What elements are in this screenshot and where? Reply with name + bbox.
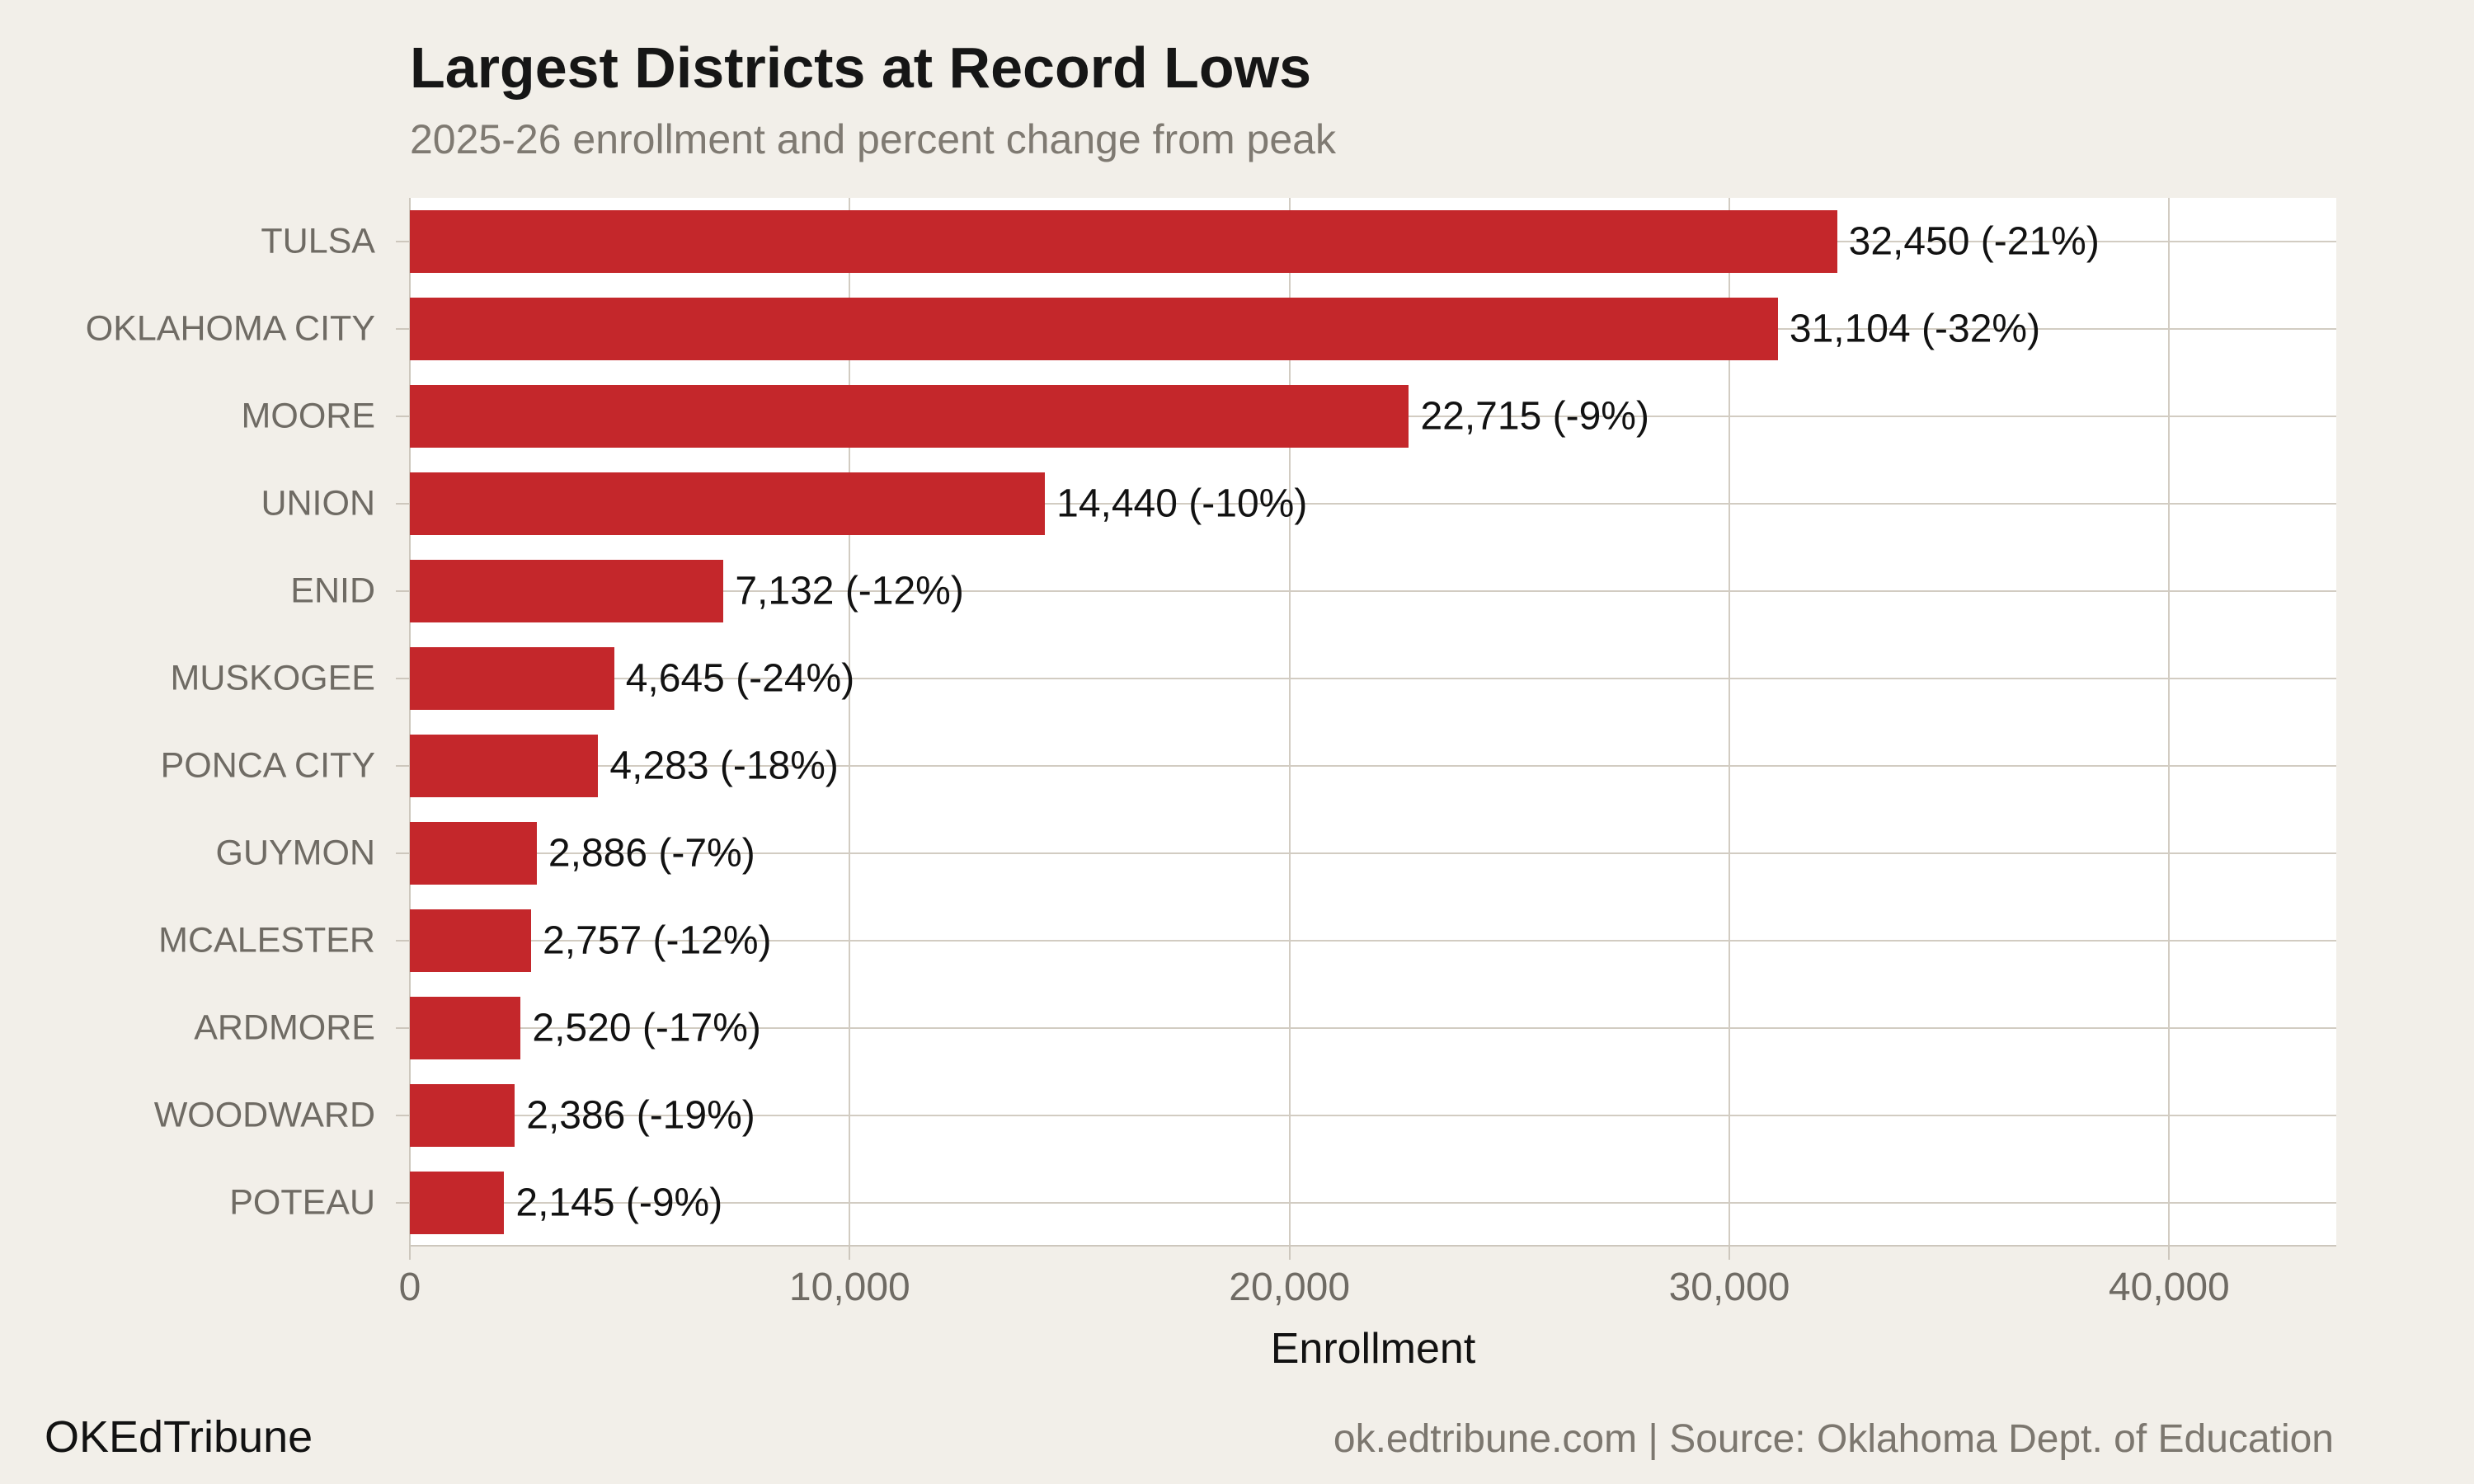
value-label-poteau: 2,145 (-9%) <box>515 1181 723 1225</box>
category-gridline <box>410 852 2336 854</box>
publisher-logo-text: OKEdTribune <box>45 1412 313 1462</box>
bar-ardmore <box>410 997 521 1059</box>
bar-union <box>410 472 1046 535</box>
bar-row-muskogee: MUSKOGEE 4,645 (-24%) <box>171 635 2336 722</box>
bar-row-mcalester: MCALESTER 2,757 (-12%) <box>158 897 2336 984</box>
x-tick-20000 <box>1288 1247 1291 1260</box>
value-label-union: 14,440 (-10%) <box>1056 481 1308 526</box>
bar-ponca-city <box>410 735 599 797</box>
x-gridline-0 <box>409 198 411 1247</box>
category-label-ponca-city: PONCA CITY <box>160 745 375 786</box>
value-label-ardmore: 2,520 (-17%) <box>532 1006 761 1050</box>
x-tick-label-10000: 10,000 <box>788 1266 910 1309</box>
category-label-tulsa: TULSA <box>261 221 375 261</box>
bar-mcalester <box>410 909 532 972</box>
bar-row-union: UNION 14,440 (-10%) <box>261 460 2336 547</box>
y-tick <box>396 590 410 592</box>
bar-oklahoma-city <box>410 298 1778 360</box>
x-tick-label-20000: 20,000 <box>1229 1266 1351 1309</box>
x-axis-line <box>410 1245 2336 1247</box>
bar-row-woodward: WOODWARD 2,386 (-19%) <box>154 1072 2336 1159</box>
x-tick-label-40000: 40,000 <box>2108 1266 2230 1309</box>
value-label-mcalester: 2,757 (-12%) <box>543 918 772 963</box>
bar-poteau <box>410 1172 505 1234</box>
x-tick-30000 <box>1729 1247 1730 1260</box>
bar-muskogee <box>410 647 614 710</box>
x-tick-10000 <box>849 1247 851 1260</box>
bar-moore <box>410 385 1409 448</box>
bar-row-tulsa: TULSA 32,450 (-21%) <box>261 198 2336 285</box>
bar-tulsa <box>410 210 1837 273</box>
category-gridline <box>410 678 2336 679</box>
y-tick <box>396 503 410 505</box>
plot-area: TULSA 32,450 (-21%) OKLAHOMA CITY 31,104 (-… <box>86 198 2336 1260</box>
category-gridline <box>410 1027 2336 1029</box>
value-label-ponca-city: 4,283 (-18%) <box>609 744 839 788</box>
value-label-enid: 7,132 (-12%) <box>735 569 964 613</box>
category-label-union: UNION <box>261 483 375 524</box>
bar-row-enid: ENID 7,132 (-12%) <box>290 547 2336 635</box>
category-gridline <box>410 1202 2336 1204</box>
category-label-ardmore: ARDMORE <box>194 1007 375 1048</box>
source-attribution: ok.edtribune.com | Source: Oklahoma Dept… <box>1333 1417 2334 1461</box>
value-label-guymon: 2,886 (-7%) <box>548 831 755 876</box>
y-tick <box>396 1202 410 1204</box>
category-gridline <box>410 590 2336 592</box>
bar-enid <box>410 560 724 622</box>
y-tick <box>396 416 410 417</box>
category-gridline <box>410 940 2336 942</box>
value-label-tulsa: 32,450 (-21%) <box>1848 219 2100 264</box>
x-tick-40000 <box>2168 1247 2171 1260</box>
category-gridline <box>410 765 2336 767</box>
bar-woodward <box>410 1084 515 1147</box>
category-label-enid: ENID <box>290 571 375 611</box>
category-label-moore: MOORE <box>241 396 375 436</box>
bar-guymon <box>410 822 537 885</box>
value-label-oklahoma-city: 31,104 (-32%) <box>1789 307 2041 351</box>
category-label-mcalester: MCALESTER <box>158 920 375 960</box>
x-tick-labels: 0 10,000 20,000 30,000 40,000 <box>399 1265 2336 1314</box>
y-tick <box>396 678 410 679</box>
x-gridline-20000 <box>1288 198 1291 1247</box>
x-gridline-30000 <box>1729 198 1730 1247</box>
x-gridline-40000 <box>2168 198 2171 1247</box>
category-label-muskogee: MUSKOGEE <box>170 658 376 698</box>
x-tick-label-0: 0 <box>398 1266 421 1309</box>
chart-header: Largest Districts at Record Lows 2025-26… <box>410 35 1336 164</box>
chart-title: Largest Districts at Record Lows <box>410 35 1312 100</box>
y-tick <box>396 1027 410 1029</box>
chart-subtitle: 2025-26 enrollment and percent change fr… <box>410 115 1336 162</box>
bar-rows: TULSA 32,450 (-21%) OKLAHOMA CITY 31,104 (-… <box>86 198 2336 1247</box>
x-gridline-10000 <box>849 198 851 1247</box>
category-label-guymon: GUYMON <box>215 833 376 873</box>
bar-row-guymon: GUYMON 2,886 (-7%) <box>216 810 2336 897</box>
bar-row-poteau: POTEAU 2,145 (-9%) <box>229 1159 2336 1247</box>
y-tick <box>396 1115 410 1116</box>
y-tick <box>396 852 410 854</box>
y-tick <box>396 241 410 242</box>
value-label-woodward: 2,386 (-19%) <box>526 1093 755 1138</box>
value-label-moore: 22,715 (-9%) <box>1420 394 1649 439</box>
category-label-oklahoma-city: OKLAHOMA CITY <box>85 308 375 349</box>
x-tick-label-30000: 30,000 <box>1668 1266 1790 1309</box>
x-tick-0 <box>409 1247 411 1260</box>
bar-row-moore: MOORE 22,715 (-9%) <box>242 373 2336 460</box>
bar-row-oklahoma-city: OKLAHOMA CITY 31,104 (-32%) <box>86 285 2336 373</box>
y-tick <box>396 940 410 942</box>
bar-row-ardmore: ARDMORE 2,520 (-17%) <box>194 984 2336 1072</box>
bar-row-ponca-city: PONCA CITY 4,283 (-18%) <box>161 722 2336 810</box>
y-tick <box>396 765 410 767</box>
category-label-woodward: WOODWARD <box>153 1095 375 1135</box>
category-gridline <box>410 503 2336 505</box>
category-label-poteau: POTEAU <box>229 1182 375 1223</box>
y-tick <box>396 328 410 330</box>
x-axis-title: Enrollment <box>1270 1325 1476 1373</box>
category-gridline <box>410 1115 2336 1116</box>
value-label-muskogee: 4,645 (-24%) <box>625 656 855 701</box>
